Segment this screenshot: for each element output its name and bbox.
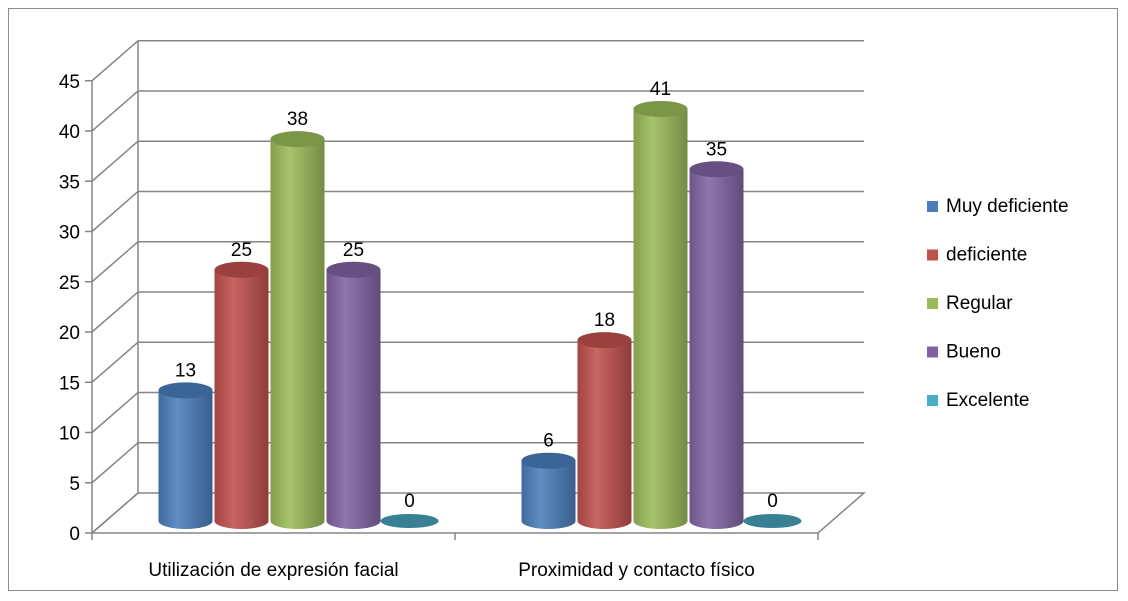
data-label: 18 <box>594 310 615 331</box>
y-tick-label: 25 <box>59 273 80 294</box>
bar-body <box>326 269 381 529</box>
data-label: 13 <box>175 360 196 381</box>
bar <box>743 514 802 528</box>
y-tick-label: 35 <box>59 172 80 193</box>
y-tick-label: 45 <box>59 72 80 93</box>
y-tick-label: 5 <box>69 474 80 495</box>
bar-body <box>270 139 325 529</box>
legend-label: Muy deficiente <box>946 196 1069 217</box>
bar-top <box>270 131 325 148</box>
bar-top <box>214 261 269 278</box>
legend-item: Excelente <box>927 390 1029 411</box>
bar-top <box>633 100 688 117</box>
bar-top <box>689 161 744 178</box>
bar-body <box>214 269 269 529</box>
y-tick-label: 30 <box>59 223 80 244</box>
bar-body <box>689 169 744 529</box>
bar <box>270 131 325 529</box>
bar-base <box>380 514 439 528</box>
gridline-side <box>91 391 139 434</box>
bar-top <box>158 382 213 399</box>
legend-swatch <box>927 249 938 261</box>
y-tick-labels: 0 5 10 15 20 25 30 35 40 45 <box>59 72 80 545</box>
legend-item: Bueno <box>927 342 1001 363</box>
bar-body <box>158 390 213 529</box>
data-label: 0 <box>767 491 778 512</box>
bar-base <box>743 514 802 528</box>
gridline-side <box>91 341 139 383</box>
legend-swatch <box>927 298 938 309</box>
y-tick-label: 15 <box>59 373 80 394</box>
bar-top <box>326 261 381 278</box>
bar-top <box>521 452 576 469</box>
axes <box>85 40 867 540</box>
bar <box>214 261 269 529</box>
gridline-side <box>91 291 139 333</box>
bar <box>326 261 381 529</box>
y-tick-label: 40 <box>59 122 80 143</box>
bar-body <box>521 460 576 529</box>
y-tick-label: 0 <box>69 524 80 545</box>
gridline-side <box>91 140 139 182</box>
bar <box>689 161 744 529</box>
bars <box>158 100 802 529</box>
legend-swatch <box>927 201 938 212</box>
floor <box>89 492 867 534</box>
bar-top <box>577 332 632 349</box>
data-label: 6 <box>543 431 554 452</box>
data-label: 25 <box>343 240 364 261</box>
legend: Muy deficiente deficiente Regular Bueno Exce… <box>927 196 1069 411</box>
legend-swatch <box>927 346 938 358</box>
gridline-side <box>91 90 139 132</box>
gridline-side <box>91 190 139 233</box>
x-category-label: Utilización de expresión facial <box>148 560 398 581</box>
data-label: 0 <box>404 491 415 512</box>
legend-swatch <box>927 395 938 406</box>
bar-body <box>577 340 632 529</box>
gridline-side <box>91 40 139 82</box>
y-tick-label: 20 <box>59 323 80 344</box>
legend-label: Excelente <box>946 390 1029 411</box>
legend-item: Regular <box>927 293 1013 314</box>
gridline-side <box>91 241 139 283</box>
data-label: 41 <box>650 79 671 100</box>
gridline-side <box>91 442 139 484</box>
bar <box>633 100 688 529</box>
bar <box>158 382 213 529</box>
legend-label: Bueno <box>946 342 1001 363</box>
bar <box>521 452 576 529</box>
data-label: 38 <box>287 109 308 130</box>
legend-label: deficiente <box>946 245 1027 266</box>
bar <box>380 514 439 528</box>
x-category-labels: Utilización de expresión facial Proximida… <box>148 560 754 581</box>
data-label: 35 <box>706 139 727 160</box>
legend-item: Muy deficiente <box>927 196 1069 217</box>
data-labels: 13 25 38 25 0 6 18 41 35 0 <box>175 79 778 512</box>
chart-walls <box>92 40 138 533</box>
x-category-label: Proximidad y contacto físico <box>518 560 755 581</box>
data-label: 25 <box>231 240 252 261</box>
bar-body <box>633 108 688 529</box>
legend-label: Regular <box>946 293 1013 314</box>
y-tick-label: 10 <box>59 424 80 445</box>
legend-item: deficiente <box>927 245 1027 266</box>
bar <box>577 332 632 529</box>
side-wall <box>92 40 138 533</box>
